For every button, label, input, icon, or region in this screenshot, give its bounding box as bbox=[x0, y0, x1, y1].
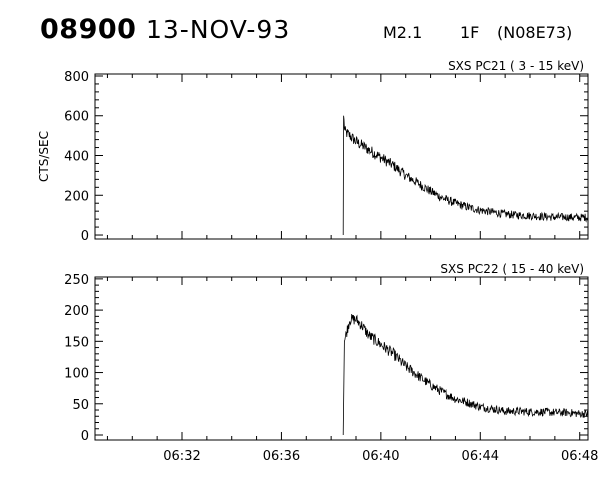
x-tick-label: 06:40 bbox=[362, 449, 399, 464]
panel-2: SXS PC22 ( 15 - 40 keV) 0 50 100 150 200 250 06… bbox=[64, 262, 598, 464]
event-date: 13-NOV-93 bbox=[146, 15, 291, 44]
y-tick-label: 250 bbox=[64, 273, 89, 288]
series-line-2 bbox=[342, 313, 589, 436]
flare-class: M2.1 bbox=[383, 23, 423, 42]
x-tick-label: 06:36 bbox=[263, 449, 300, 464]
y-tick-label: 200 bbox=[64, 304, 89, 319]
event-id: 08900 bbox=[40, 14, 137, 45]
panel-title: SXS PC21 ( 3 - 15 keV) bbox=[448, 59, 584, 73]
y-tick-label: 50 bbox=[72, 398, 89, 413]
y-tick-label: 600 bbox=[64, 110, 89, 125]
y-tick-label: 400 bbox=[64, 150, 89, 165]
y-tick-label: 150 bbox=[64, 335, 89, 350]
flare-location: (N08E73) bbox=[497, 23, 573, 42]
panel-1: SXS PC21 ( 3 - 15 keV) CTS/SEC 0 200 400 600 8… bbox=[37, 59, 589, 244]
y-tick-label: 100 bbox=[64, 367, 89, 382]
y-tick-label: 0 bbox=[81, 429, 89, 444]
y-tick-label: 0 bbox=[81, 229, 89, 244]
x-tick-label: 06:32 bbox=[163, 449, 200, 464]
y-tick-label: 800 bbox=[64, 70, 89, 85]
series-line-1 bbox=[342, 115, 589, 236]
flare-importance: 1F bbox=[460, 23, 480, 42]
x-tick-label: 06:44 bbox=[462, 449, 499, 464]
panel-title: SXS PC22 ( 15 - 40 keV) bbox=[440, 262, 584, 276]
plot-frame bbox=[94, 73, 589, 240]
x-tick-label: 06:48 bbox=[561, 449, 598, 464]
plot-frame bbox=[94, 276, 589, 441]
y-axis-label: CTS/SEC bbox=[37, 131, 51, 182]
y-tick-label: 200 bbox=[64, 189, 89, 204]
